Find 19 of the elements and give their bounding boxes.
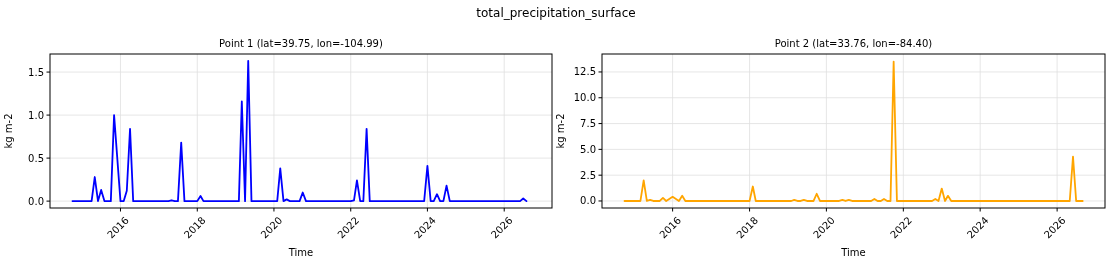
- line-series: [71, 59, 528, 203]
- x-axis-title: Time: [840, 247, 866, 258]
- y-tick-label: 1.0: [28, 109, 44, 121]
- y-tick-label: 5.0: [580, 143, 596, 155]
- line-series: [623, 60, 1084, 202]
- y-tick-label: 7.5: [580, 118, 596, 130]
- x-axis-title: Time: [287, 247, 314, 258]
- y-tick-label: 10.0: [573, 92, 596, 104]
- text: total_precipitation_surface: [476, 6, 636, 20]
- chart-title: Point 2 (lat=33.76, lon=-84.40): [774, 38, 933, 49]
- y-axis-title: kg m-2: [555, 113, 566, 149]
- chart-title: Point 1 (lat=39.75, lon=-104.99): [219, 38, 383, 49]
- y-tick-label: 12.5: [573, 66, 596, 78]
- y-axis-title: kg m-2: [3, 113, 14, 149]
- y-tick-label: 2.5: [580, 169, 596, 181]
- y-tick-label: 0.0: [580, 195, 596, 207]
- y-tick-label: 1.5: [28, 66, 44, 78]
- y-tick-label: 0.5: [28, 152, 44, 164]
- y-tick-label: 0.0: [28, 195, 44, 207]
